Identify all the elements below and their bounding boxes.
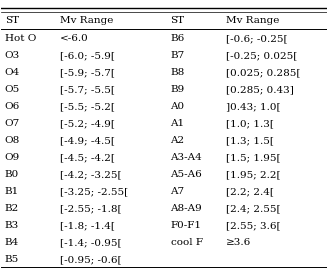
Text: F0-F1: F0-F1: [171, 221, 201, 230]
Text: Hot O: Hot O: [5, 34, 36, 43]
Text: [-4.5; -4.2[: [-4.5; -4.2[: [60, 153, 115, 162]
Text: ST: ST: [5, 16, 19, 25]
Text: [0.025; 0.285[: [0.025; 0.285[: [226, 68, 300, 77]
Text: A5-A6: A5-A6: [171, 170, 202, 179]
Text: [-1.4; -0.95[: [-1.4; -0.95[: [60, 238, 122, 247]
Text: O9: O9: [5, 153, 20, 162]
Text: [1.0; 1.3[: [1.0; 1.3[: [226, 119, 274, 128]
Text: B2: B2: [5, 204, 19, 213]
Text: B6: B6: [171, 34, 185, 43]
Text: B0: B0: [5, 170, 19, 179]
Text: <-6.0: <-6.0: [60, 34, 89, 43]
Text: O6: O6: [5, 102, 20, 111]
Text: [-0.25; 0.025[: [-0.25; 0.025[: [226, 51, 297, 60]
Text: O5: O5: [5, 85, 20, 94]
Text: [-5.9; -5.7[: [-5.9; -5.7[: [60, 68, 115, 77]
Text: B5: B5: [5, 255, 19, 264]
Text: B8: B8: [171, 68, 185, 77]
Text: O7: O7: [5, 119, 20, 128]
Text: [1.5; 1.95[: [1.5; 1.95[: [226, 153, 280, 162]
Text: [2.55; 3.6[: [2.55; 3.6[: [226, 221, 280, 230]
Text: A2: A2: [171, 136, 185, 145]
Text: [2.4; 2.55[: [2.4; 2.55[: [226, 204, 280, 213]
Text: [2.2; 2.4[: [2.2; 2.4[: [226, 187, 274, 196]
Text: A7: A7: [171, 187, 185, 196]
Text: B4: B4: [5, 238, 19, 247]
Text: [-4.9; -4.5[: [-4.9; -4.5[: [60, 136, 115, 145]
Text: [-3.25; -2.55[: [-3.25; -2.55[: [60, 187, 128, 196]
Text: [-4.2; -3.25[: [-4.2; -3.25[: [60, 170, 122, 179]
Text: B9: B9: [171, 85, 185, 94]
Text: A0: A0: [171, 102, 185, 111]
Text: A8-A9: A8-A9: [171, 204, 202, 213]
Text: [-0.6; -0.25[: [-0.6; -0.25[: [226, 34, 287, 43]
Text: [1.3; 1.5[: [1.3; 1.5[: [226, 136, 274, 145]
Text: B1: B1: [5, 187, 19, 196]
Text: ]0.43; 1.0[: ]0.43; 1.0[: [226, 102, 280, 111]
Text: B7: B7: [171, 51, 185, 60]
Text: Mv Range: Mv Range: [226, 16, 279, 25]
Text: [-1.8; -1.4[: [-1.8; -1.4[: [60, 221, 115, 230]
Text: O3: O3: [5, 51, 20, 60]
Text: cool F: cool F: [171, 238, 202, 247]
Text: Mv Range: Mv Range: [60, 16, 113, 25]
Text: ≥3.6: ≥3.6: [226, 238, 251, 247]
Text: [0.285; 0.43]: [0.285; 0.43]: [226, 85, 294, 94]
Text: O8: O8: [5, 136, 20, 145]
Text: [-0.95; -0.6[: [-0.95; -0.6[: [60, 255, 122, 264]
Text: [1.95; 2.2[: [1.95; 2.2[: [226, 170, 280, 179]
Text: [-2.55; -1.8[: [-2.55; -1.8[: [60, 204, 122, 213]
Text: O4: O4: [5, 68, 20, 77]
Text: [-6.0; -5.9[: [-6.0; -5.9[: [60, 51, 115, 60]
Text: B3: B3: [5, 221, 19, 230]
Text: A1: A1: [171, 119, 185, 128]
Text: A3-A4: A3-A4: [171, 153, 202, 162]
Text: ST: ST: [171, 16, 185, 25]
Text: [-5.5; -5.2[: [-5.5; -5.2[: [60, 102, 115, 111]
Text: [-5.2; -4.9[: [-5.2; -4.9[: [60, 119, 115, 128]
Text: [-5.7; -5.5[: [-5.7; -5.5[: [60, 85, 115, 94]
